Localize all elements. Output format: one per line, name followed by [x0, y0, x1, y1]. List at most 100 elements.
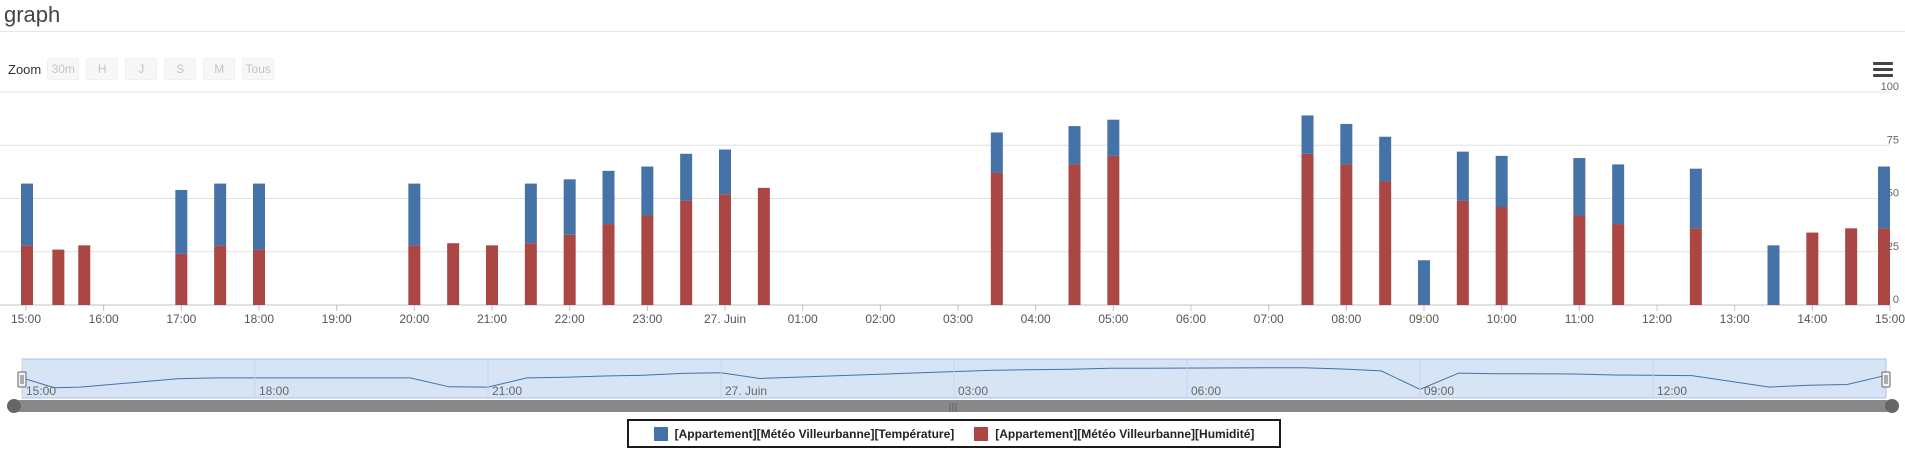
zoom-hour-button[interactable]: H — [86, 58, 119, 80]
bar-temperature[interactable] — [680, 153, 693, 201]
bar-temperature[interactable] — [1068, 126, 1081, 165]
title-divider — [0, 31, 1905, 32]
navigator-tick-label: 06:00 — [1191, 384, 1221, 398]
bar-humidity[interactable] — [524, 243, 537, 305]
bar-temperature[interactable] — [175, 189, 188, 254]
chart-bars — [21, 115, 1890, 305]
navigator-left-handle[interactable] — [17, 371, 27, 388]
y-tick-label: 100 — [1881, 81, 1899, 93]
bar-humidity[interactable] — [1456, 200, 1469, 305]
bar-humidity[interactable] — [214, 245, 227, 305]
zoom-day-button[interactable]: J — [125, 58, 158, 80]
bar-temperature[interactable] — [719, 149, 731, 195]
x-tick-label: 17:00 — [166, 312, 196, 326]
bar-temperature[interactable] — [1456, 151, 1469, 201]
bar-humidity[interactable] — [21, 245, 33, 305]
bar-temperature[interactable] — [214, 183, 227, 246]
x-tick-label: 09:00 — [1409, 312, 1439, 326]
bar-temperature[interactable] — [253, 183, 265, 250]
bar-temperature[interactable] — [1495, 155, 1508, 208]
hamburger-menu-icon[interactable] — [1873, 62, 1893, 78]
x-axis-labels: 15:00 16:00 17:00 18:00 19:00 20:00 21:00 22:00… — [11, 305, 1905, 326]
bar-humidity[interactable] — [757, 187, 770, 305]
bar-humidity[interactable] — [1612, 224, 1625, 305]
legend-swatch-temperature — [653, 426, 668, 441]
x-tick-label: 12:00 — [1642, 312, 1672, 326]
bar-temperature[interactable] — [563, 179, 576, 235]
bar-humidity[interactable] — [719, 194, 731, 305]
navigator[interactable]: 15:00 18:00 21:00 27. Juin 03:00 06:00 09:00 12… — [7, 358, 1899, 413]
bar-temperature[interactable] — [1573, 158, 1586, 216]
zoom-30m-button[interactable]: 30m — [47, 58, 80, 80]
bar-humidity[interactable] — [680, 200, 693, 305]
bar-temperature[interactable] — [990, 132, 1003, 173]
bar-humidity[interactable] — [1495, 207, 1508, 305]
y-tick-label: 25 — [1887, 241, 1899, 253]
bar-temperature[interactable] — [1767, 245, 1780, 305]
x-tick-label: 10:00 — [1487, 312, 1517, 326]
bar-temperature[interactable] — [524, 183, 537, 244]
bar-humidity[interactable] — [1878, 228, 1890, 305]
x-tick-label: 07:00 — [1254, 312, 1284, 326]
bar-humidity[interactable] — [1573, 215, 1586, 305]
bar-humidity[interactable] — [1107, 155, 1120, 305]
x-tick-label: 01:00 — [788, 312, 818, 326]
scrollbar-right-button[interactable] — [1885, 399, 1899, 413]
zoom-week-button[interactable]: S — [164, 58, 197, 80]
bar-humidity[interactable] — [408, 245, 421, 305]
bar-temperature[interactable] — [1878, 166, 1890, 229]
bar-humidity[interactable] — [486, 245, 498, 305]
x-tick-label: 15:00 — [11, 312, 41, 326]
navigator-tick-label: 15:00 — [26, 384, 56, 398]
bar-humidity[interactable] — [1845, 228, 1858, 305]
navigator-series-line — [21, 367, 1887, 390]
zoom-all-button[interactable]: Tous — [242, 58, 275, 80]
bar-humidity[interactable] — [78, 245, 91, 305]
bar-temperature[interactable] — [1107, 119, 1120, 156]
bar-temperature[interactable] — [1301, 115, 1314, 154]
bar-temperature[interactable] — [1379, 136, 1392, 182]
navigator-tick-label: 18:00 — [259, 384, 289, 398]
bar-humidity[interactable] — [1689, 228, 1702, 305]
bar-temperature[interactable] — [1689, 168, 1702, 229]
bar-humidity[interactable] — [1068, 164, 1081, 305]
bar-humidity[interactable] — [447, 243, 460, 305]
legend-item-temperature[interactable]: [Appartement][Météo Villeurbanne][Tempér… — [653, 426, 954, 441]
bar-temperature[interactable] — [641, 166, 654, 216]
navigator-right-handle[interactable] — [1881, 371, 1891, 388]
scrollbar-grip-icon: ||| — [948, 403, 957, 413]
bar-temperature[interactable] — [1340, 123, 1353, 165]
legend-label-humidity: [Appartement][Météo Villeurbanne][Humidi… — [995, 426, 1255, 441]
menu-line — [1873, 62, 1893, 65]
bar-humidity[interactable] — [175, 253, 188, 305]
bar-humidity[interactable] — [52, 249, 65, 305]
zoom-month-button[interactable]: M — [203, 58, 236, 80]
menu-line — [1873, 68, 1893, 71]
y-tick-label: 75 — [1887, 134, 1899, 146]
legend-item-humidity[interactable]: [Appartement][Météo Villeurbanne][Humidi… — [974, 426, 1255, 441]
x-tick-label: 16:00 — [89, 312, 119, 326]
bar-humidity[interactable] — [641, 215, 654, 305]
bar-humidity[interactable] — [1379, 181, 1392, 305]
navigator-scrollbar-track[interactable] — [14, 400, 1892, 412]
x-tick-label: 14:00 — [1797, 312, 1827, 326]
bar-temperature[interactable] — [1418, 260, 1430, 305]
bar-humidity[interactable] — [253, 249, 265, 305]
x-tick-label: 04:00 — [1021, 312, 1051, 326]
bar-temperature[interactable] — [602, 170, 615, 225]
navigator-tick-label: 27. Juin — [725, 384, 767, 398]
bar-temperature[interactable] — [408, 183, 421, 246]
bar-humidity[interactable] — [602, 224, 615, 305]
bar-humidity[interactable] — [1301, 153, 1314, 305]
bar-humidity[interactable] — [1340, 164, 1353, 305]
bar-temperature[interactable] — [1612, 164, 1625, 225]
bar-humidity[interactable] — [563, 234, 576, 305]
x-tick-label: 15:00 — [1875, 312, 1905, 326]
scrollbar-left-button[interactable] — [7, 399, 21, 413]
legend: [Appartement][Météo Villeurbanne][Tempér… — [627, 419, 1281, 448]
legend-swatch-humidity — [974, 426, 989, 441]
bar-humidity[interactable] — [990, 172, 1003, 305]
bar-humidity[interactable] — [1806, 232, 1819, 305]
bar-temperature[interactable] — [21, 183, 33, 246]
